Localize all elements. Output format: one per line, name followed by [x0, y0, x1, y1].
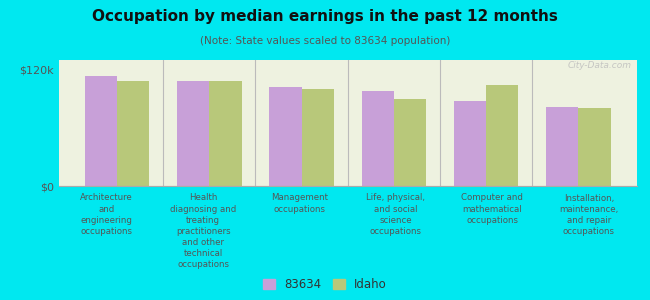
Bar [578, 109, 611, 186]
Text: (Note: State values scaled to 83634 population): (Note: State values scaled to 83634 popu… [200, 36, 450, 46]
Bar [394, 99, 426, 186]
Legend: 83634, Idaho: 83634, Idaho [263, 278, 387, 291]
Text: Computer and
mathematical
occupations: Computer and mathematical occupations [462, 194, 523, 225]
Text: Occupation by median earnings in the past 12 months: Occupation by median earnings in the pas… [92, 9, 558, 24]
Text: City-Data.com: City-Data.com [567, 61, 631, 70]
Bar [454, 101, 486, 186]
Bar [209, 81, 242, 186]
Bar [269, 87, 302, 186]
Bar [486, 85, 519, 186]
Bar [177, 81, 209, 186]
Bar [117, 81, 150, 186]
Text: Health
diagnosing and
treating
practitioners
and other
technical
occupations: Health diagnosing and treating practitio… [170, 194, 236, 269]
Bar [84, 76, 117, 186]
Bar [302, 89, 334, 186]
Bar [361, 91, 394, 186]
Text: Life, physical,
and social
science
occupations: Life, physical, and social science occup… [367, 194, 426, 236]
Text: Installation,
maintenance,
and repair
occupations: Installation, maintenance, and repair oc… [559, 194, 618, 236]
Text: Architecture
and
engineering
occupations: Architecture and engineering occupations [81, 194, 133, 236]
Text: Management
occupations: Management occupations [271, 194, 328, 214]
Bar [546, 106, 578, 186]
